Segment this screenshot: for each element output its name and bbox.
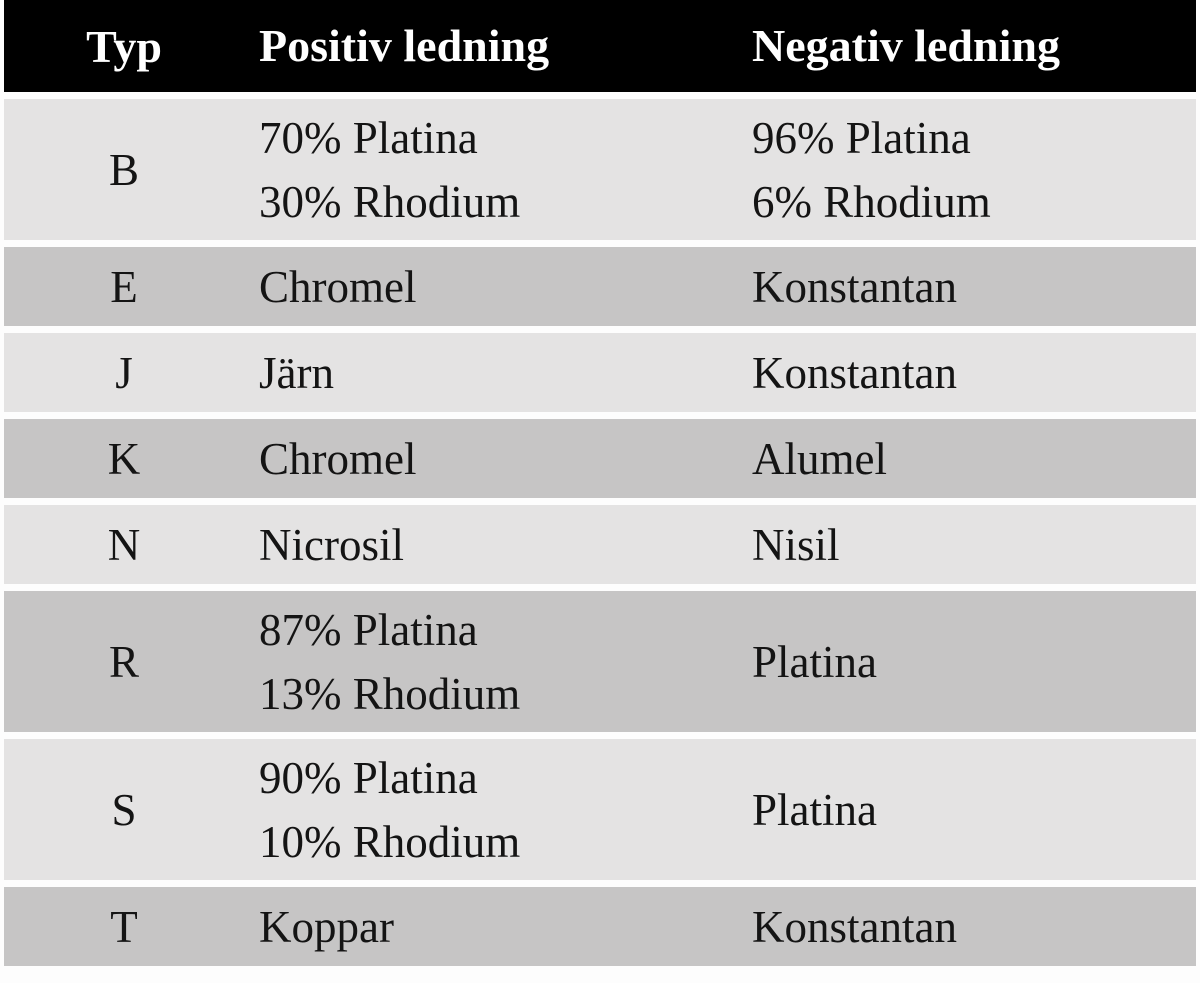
cell-line: Konstantan <box>752 261 957 312</box>
cell-line: 6% Rhodium <box>752 176 991 227</box>
cell-line: 96% Platina <box>752 112 971 163</box>
cell-positiv-ledning: Chromel <box>244 419 741 498</box>
table-row-R: R 87% Platina 13% Rhodium Platina <box>4 591 1196 732</box>
cell-negativ-ledning: Konstantan <box>741 887 1196 966</box>
cell-line: Konstantan <box>752 347 957 398</box>
table-row-N: N Nicrosil Nisil <box>4 505 1196 584</box>
cell-positiv-ledning: Järn <box>244 333 741 412</box>
cell-typ: E <box>110 261 138 312</box>
cell-typ: S <box>111 784 137 835</box>
table-row-K: K Chromel Alumel <box>4 419 1196 498</box>
column-header-typ: Typ <box>86 20 162 72</box>
cell-line: 13% Rhodium <box>259 668 521 719</box>
cell-line: 10% Rhodium <box>259 816 521 867</box>
cell-line: Koppar <box>259 901 394 952</box>
cell-positiv-ledning: Koppar <box>244 887 741 966</box>
column-header-positiv-ledning: Positiv ledning <box>244 0 741 92</box>
cell-typ: R <box>108 636 139 687</box>
cell-negativ-ledning: Konstantan <box>741 333 1196 412</box>
table-row-B: B 70% Platina 30% Rhodium 96% Platina 6% Rho… <box>4 99 1196 240</box>
cell-positiv-ledning: 70% Platina 30% Rhodium <box>244 99 741 240</box>
cell-line: Platina <box>752 636 877 687</box>
cell-line: 70% Platina <box>259 112 478 163</box>
cell-positiv-ledning: Chromel <box>244 247 741 326</box>
cell-positiv-ledning: Nicrosil <box>244 505 741 584</box>
cell-typ: B <box>108 144 139 195</box>
cell-negativ-ledning: 96% Platina 6% Rhodium <box>741 99 1196 240</box>
cell-line: Platina <box>752 784 877 835</box>
cell-negativ-ledning: Alumel <box>741 419 1196 498</box>
cell-line: 87% Platina <box>259 604 478 655</box>
thermocouple-table: Typ Positiv ledning Negativ ledning B 70%… <box>4 0 1196 966</box>
cell-line: Järn <box>259 347 334 398</box>
table-row-J: J Järn Konstantan <box>4 333 1196 412</box>
cell-line: 90% Platina <box>259 752 478 803</box>
cell-line: Alumel <box>752 433 887 484</box>
table-row-E: E Chromel Konstantan <box>4 247 1196 326</box>
cell-line: 30% Rhodium <box>259 176 521 227</box>
cell-typ: K <box>107 433 141 484</box>
table-row-S: S 90% Platina 10% Rhodium Platina <box>4 739 1196 880</box>
table-row-T: T Koppar Konstantan <box>4 887 1196 966</box>
cell-typ: T <box>110 901 138 952</box>
column-header-label: Negativ ledning <box>752 20 1060 71</box>
column-header-label: Positiv ledning <box>259 20 550 71</box>
cell-line: Chromel <box>259 261 417 312</box>
table-bottom-margin <box>0 966 1200 977</box>
table-header-row: Typ Positiv ledning Negativ ledning <box>4 0 1196 92</box>
column-header-negativ-ledning: Negativ ledning <box>741 0 1196 92</box>
cell-negativ-ledning: Nisil <box>741 505 1196 584</box>
cell-negativ-ledning: Konstantan <box>741 247 1196 326</box>
cell-typ: J <box>115 347 133 398</box>
cell-positiv-ledning: 90% Platina 10% Rhodium <box>244 739 741 880</box>
cell-positiv-ledning: 87% Platina 13% Rhodium <box>244 591 741 732</box>
cell-typ: N <box>107 519 141 570</box>
cell-line: Konstantan <box>752 901 957 952</box>
cell-line: Nicrosil <box>259 519 404 570</box>
cell-line: Chromel <box>259 433 417 484</box>
cell-negativ-ledning: Platina <box>741 739 1196 880</box>
cell-line: Nisil <box>752 519 840 570</box>
cell-negativ-ledning: Platina <box>741 591 1196 732</box>
